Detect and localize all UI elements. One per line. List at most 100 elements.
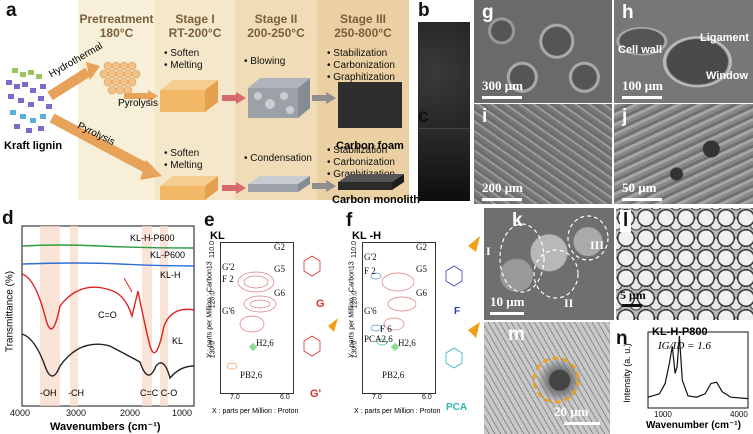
ftir-line-kl <box>21 333 195 380</box>
carbon-foam-block <box>338 82 402 128</box>
nmr-f-struct-F: F <box>454 306 461 317</box>
nmr-e-ytick-0: 110.0 <box>209 241 216 258</box>
nmr-f-xtick-0: 7.0 <box>372 394 382 401</box>
scale-bar-k <box>490 312 524 315</box>
carbon-monolith-block <box>338 174 404 190</box>
nmr-e-struct-Gp: G' <box>310 388 322 400</box>
nmr-e-struct-G: G <box>316 298 325 310</box>
stage-title-3: Stage III 250-800°C <box>334 12 392 40</box>
panel-n: n KL-H-P800 IG/ID = 1.6 Intensity (a. u.… <box>612 322 753 434</box>
ftir-ann-oh: -OH <box>40 388 57 398</box>
nmr-f-label-2: G'6 <box>364 306 377 316</box>
panel-label-j: j <box>622 106 628 127</box>
raman-xtick-0: 1000 <box>654 410 672 419</box>
nmr-f-xlabel: X : parts per Million : Proton <box>354 408 441 415</box>
sem-g: g 300 μm <box>474 0 612 103</box>
label-kraft-lignin: Kraft lignin <box>4 140 63 152</box>
bottom-stage1-block <box>160 176 218 200</box>
nmr-e-ytick-2: 130.0 <box>209 340 217 359</box>
nmr-f-frame <box>362 242 436 394</box>
stage-title-1: Stage I RT-200°C <box>168 12 222 40</box>
nmr-f-contours <box>370 272 417 352</box>
nmr-e-label-0: G'2 <box>222 262 235 272</box>
panel-label-g: g <box>482 2 494 23</box>
label-window: Window <box>706 70 749 82</box>
top-stage1-block <box>160 80 218 112</box>
ftir-series-label-2: KL-H <box>160 270 181 280</box>
sem-i: i 200 μm <box>474 104 612 204</box>
ftir-ann-ch: -CH <box>68 388 84 398</box>
ftir-series-label-1: KL-P600 <box>150 250 186 260</box>
sem-j: j 50 μm <box>614 104 753 204</box>
label-carbon-monolith: Carbon monolith <box>332 194 420 206</box>
bottom-stage2-bullets: • Condensation <box>244 153 312 164</box>
ftir-xlabel: Wavenumbers (cm⁻¹) <box>50 421 161 433</box>
panel-label-h: h <box>622 2 634 23</box>
nmr-f-label-1: F 2 <box>364 266 376 276</box>
label-carbon-foam: Carbon foam <box>336 140 404 152</box>
nmr-f-xtick-1: 6.0 <box>422 394 432 401</box>
photo-carbon-monolith <box>418 128 470 201</box>
nmr-e-xtick-0: 7.0 <box>230 394 240 401</box>
panel-a: a Pretreatment 180°C Stage I RT-200°C Stag… <box>0 0 472 206</box>
panel-label-k: k <box>512 210 523 231</box>
nmr-f-structures <box>445 236 480 369</box>
scale-text-h: 100 μm <box>622 78 663 93</box>
panel-label-f: f <box>346 210 353 231</box>
ftir-line-kl-h <box>21 273 195 354</box>
scale-text-k: 10 μm <box>490 294 525 309</box>
nmr-e-label-6: H2,6 <box>256 338 274 348</box>
ftir-series-label-3: KL <box>172 336 184 346</box>
panel-label-l: l <box>620 210 632 232</box>
nmr-e-label-1: F 2 <box>222 274 234 284</box>
panel-label-n: n <box>616 328 628 349</box>
raman-line <box>647 335 749 400</box>
nmr-f-label-9: PB2,6 <box>382 370 405 380</box>
nmr-f-label-7: G6 <box>416 288 427 298</box>
scale-text-m: 20 μm <box>554 404 589 419</box>
nmr-f-label-0: G'2 <box>364 252 377 262</box>
nmr-e-label-2: G'6 <box>222 306 235 316</box>
sem-l: l 5 μm <box>616 208 753 320</box>
nmr-e-xtick-1: 6.0 <box>280 394 290 401</box>
ftir-ylabel: Transmittance (%) <box>4 270 16 353</box>
stage-title-0: Pretreatment 180°C <box>79 12 154 40</box>
schematic-drawing <box>6 61 404 200</box>
panel-label-i: i <box>482 106 488 127</box>
panel-f: f KL -H G'2 F 2 G'6 F 6 PCA2,6 G2 G5 G6 … <box>342 206 484 434</box>
raman-axes <box>647 331 749 409</box>
panel-label-b: b <box>418 0 430 21</box>
scale-bar-i <box>482 198 522 201</box>
label-ligament: Ligament <box>700 32 749 44</box>
sem-m-dashed-circle <box>532 356 580 404</box>
nmr-e-label-7: PB2,6 <box>240 370 263 380</box>
sem-h: h Ligament Cell wall Window 100 μm <box>614 0 753 103</box>
nmr-f-title: KL -H <box>352 230 382 242</box>
scale-bar-m <box>564 422 600 425</box>
ftir-ann-cc: C=C C-O <box>140 388 178 398</box>
sem-k: k I II III 10 μm <box>484 208 614 320</box>
scale-text-j: 50 μm <box>622 180 657 195</box>
nmr-e-contours <box>226 271 277 370</box>
top-stage3-bullets: • Stabilization • Carbonization • Graphiti… <box>327 48 395 83</box>
ftir-line-kl-p600 <box>21 262 195 267</box>
raman-xlabel: Wavenumber (cm⁻¹) <box>646 420 741 431</box>
sem-m: m 20 μm <box>484 322 610 434</box>
scale-text-l: 5 μm <box>620 288 646 302</box>
sem-k-label-I: I <box>486 244 491 258</box>
stage-title-2: Stage II 200-250°C <box>247 12 305 40</box>
kraft-lignin-cluster <box>6 68 52 133</box>
sem-k-label-III: III <box>590 238 605 252</box>
nmr-f-ytick-1: 120.0 <box>351 290 359 309</box>
nmr-f-label-6: G5 <box>416 264 427 274</box>
sem-k-dashed-circles <box>499 215 609 299</box>
nmr-e-ytick-1: 120.0 <box>209 290 217 309</box>
nmr-f-label-4: PCA2,6 <box>364 334 393 344</box>
nmr-f-ylabel: Y : parts per Million : Carbon13 <box>348 261 356 358</box>
bottom-stage2-block <box>248 176 310 192</box>
ftir-ann-co: C=O <box>98 310 117 320</box>
raman-xtick-3: 4000 <box>730 410 748 419</box>
nmr-e-label-5: G6 <box>274 288 285 298</box>
scale-bar-l <box>622 304 642 307</box>
nmr-e-frame <box>220 242 294 394</box>
